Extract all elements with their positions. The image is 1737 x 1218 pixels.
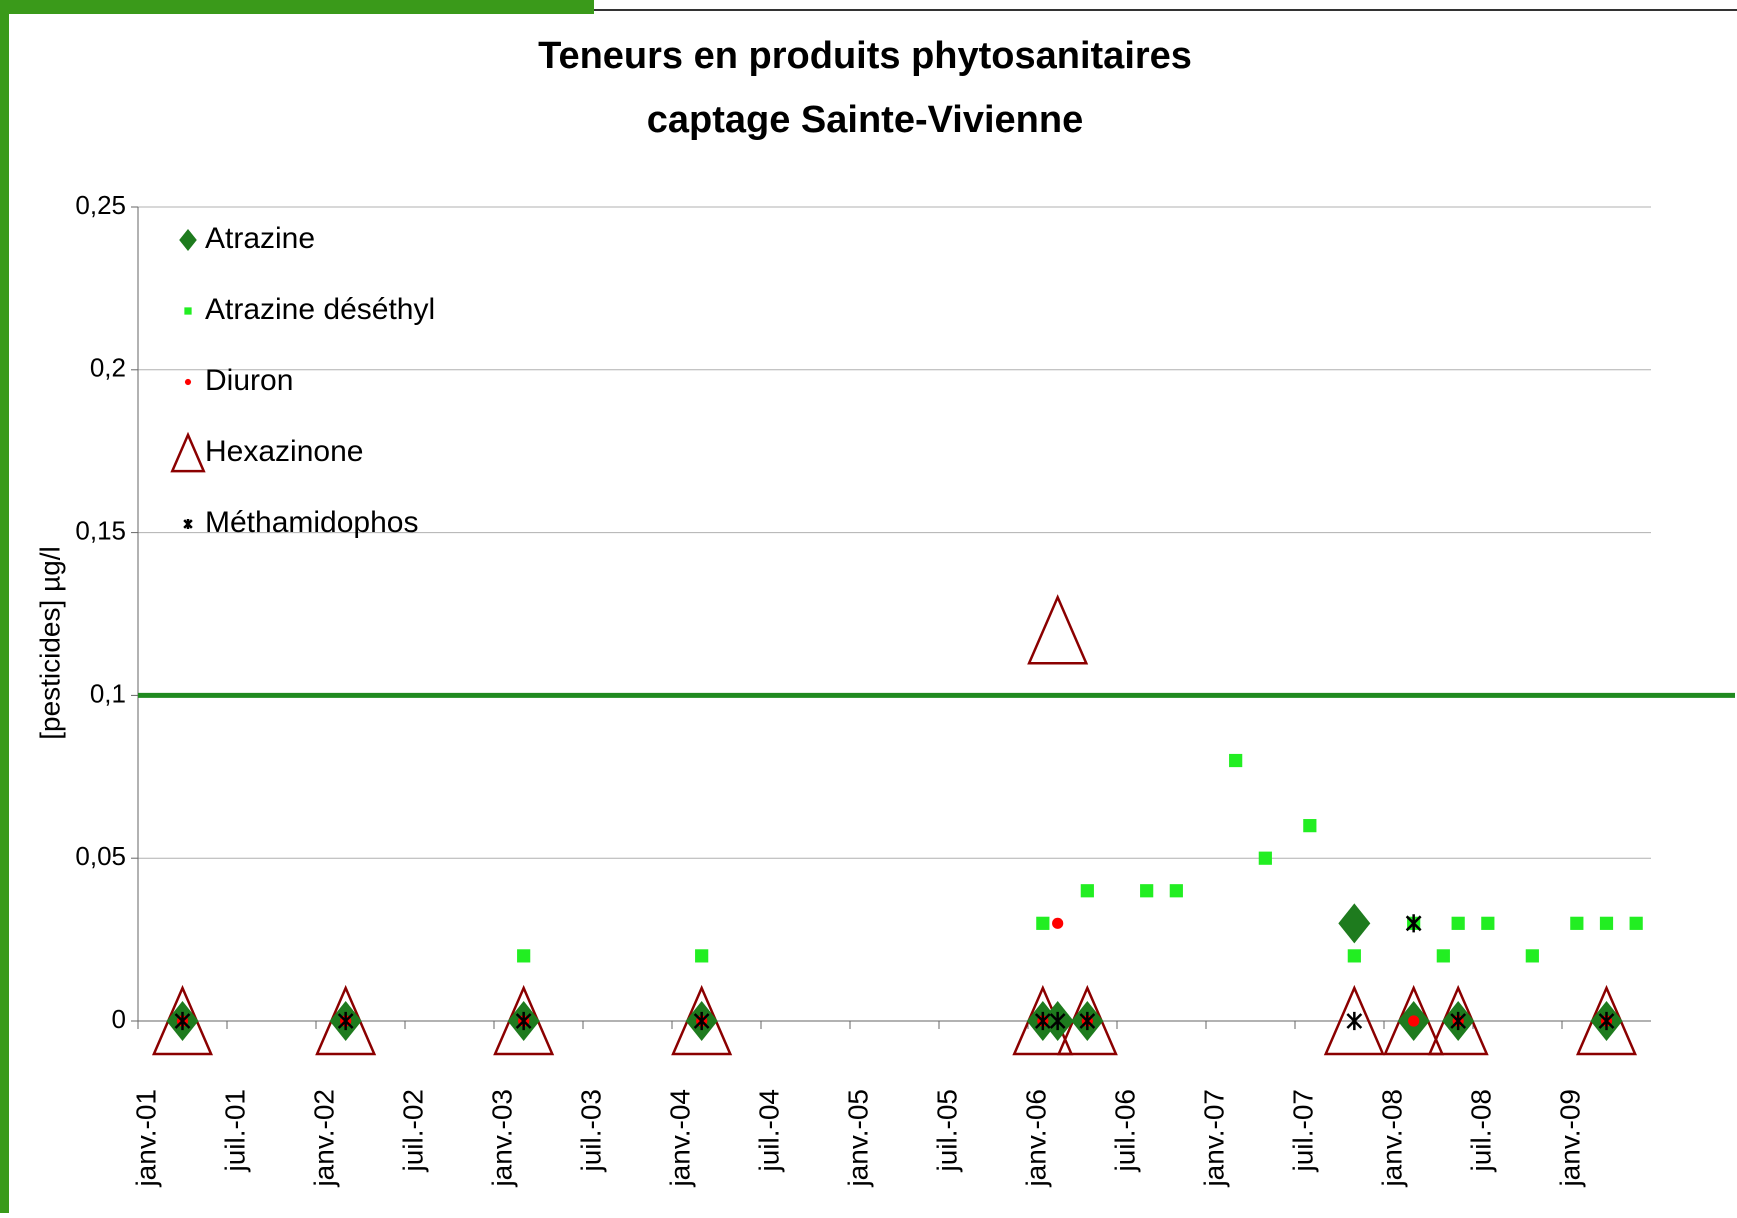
x-tick-label: juil.-01 — [219, 1089, 250, 1172]
x-tick-label: janv.-06 — [1020, 1089, 1051, 1188]
desethyl-point — [1229, 754, 1242, 767]
y-tick-label: 0,1 — [90, 678, 126, 708]
desethyl-point — [1526, 949, 1539, 962]
desethyl-point — [1036, 917, 1049, 930]
desethyl-point — [1140, 884, 1153, 897]
desethyl-point — [1348, 949, 1361, 962]
desethyl-point — [1570, 917, 1583, 930]
x-tick-label: janv.-09 — [1554, 1089, 1585, 1188]
legend-label: Diuron — [205, 364, 293, 397]
x-tick-label: janv.-01 — [130, 1089, 161, 1188]
x-tick-label: janv.-05 — [842, 1089, 873, 1188]
chart-title: Teneurs en produits phytosanitaires — [538, 35, 1192, 77]
page: Teneurs en produits phytosanitaires capt… — [0, 0, 1737, 1218]
x-tick-label: janv.-08 — [1376, 1089, 1407, 1188]
x-tick-label: janv.-02 — [308, 1089, 339, 1188]
chart-subtitle: captage Sainte-Vivienne — [647, 99, 1083, 141]
legend-label: Méthamidophos — [205, 506, 418, 539]
desethyl-point — [1437, 949, 1450, 962]
y-tick-label: 0 — [112, 1004, 126, 1034]
desethyl-point — [1600, 917, 1613, 930]
desethyl-point — [517, 949, 530, 962]
left-border — [0, 0, 9, 1213]
chart: Teneurs en produits phytosanitaires capt… — [0, 0, 1737, 1213]
desethyl-point — [1170, 884, 1183, 897]
x-tick-label: janv.-07 — [1198, 1089, 1229, 1188]
x-tick-label: juil.-06 — [1109, 1089, 1140, 1172]
x-tick-label: juil.-05 — [931, 1089, 962, 1172]
legend-marker — [185, 379, 191, 385]
header-band — [0, 0, 594, 14]
legend-label: Hexazinone — [205, 435, 363, 468]
desethyl-point — [1259, 852, 1272, 865]
y-tick-label: 0,05 — [75, 841, 126, 871]
desethyl-point — [1452, 917, 1465, 930]
x-tick-label: juil.-07 — [1287, 1089, 1318, 1172]
y-tick-label: 0,2 — [90, 353, 126, 383]
desethyl-point — [1481, 917, 1494, 930]
desethyl-point — [1303, 819, 1316, 832]
x-tick-label: juil.-03 — [575, 1089, 606, 1172]
legend-label: Atrazine déséthyl — [205, 293, 435, 326]
x-tick-label: juil.-02 — [397, 1089, 428, 1172]
legend-label: Atrazine — [205, 222, 315, 255]
x-tick-label: juil.-04 — [753, 1089, 784, 1172]
desethyl-point — [1081, 884, 1094, 897]
x-tick-label: juil.-08 — [1465, 1089, 1496, 1172]
y-tick-label: 0,25 — [75, 190, 126, 220]
desethyl-point — [695, 949, 708, 962]
diuron-point — [1408, 1015, 1419, 1026]
diuron-point — [1052, 918, 1063, 929]
x-tick-label: janv.-03 — [486, 1089, 517, 1188]
desethyl-point — [1630, 917, 1643, 930]
legend-marker — [184, 307, 191, 314]
y-axis-label: [pesticides] µg/l — [34, 546, 65, 740]
x-tick-label: janv.-04 — [664, 1089, 695, 1188]
y-tick-label: 0,15 — [75, 515, 126, 545]
